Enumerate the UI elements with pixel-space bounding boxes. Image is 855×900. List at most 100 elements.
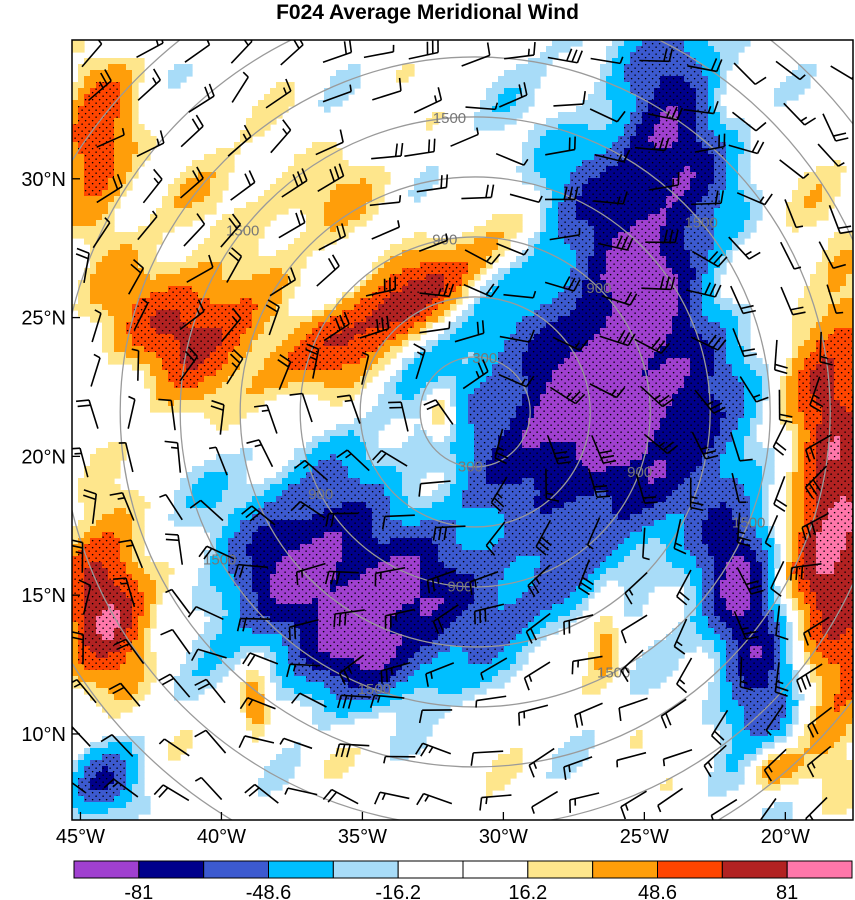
wind-barb bbox=[594, 149, 631, 163]
wind-barb bbox=[333, 609, 365, 628]
wind-barb bbox=[265, 78, 292, 109]
wind-barb bbox=[142, 168, 163, 204]
wind-barb bbox=[112, 577, 136, 608]
wind-barb bbox=[96, 127, 125, 148]
wind-barb bbox=[418, 233, 448, 253]
wind-barb bbox=[676, 657, 693, 694]
wind-barb bbox=[739, 656, 754, 691]
wind-barb bbox=[691, 190, 725, 206]
wind-barb bbox=[454, 320, 485, 343]
colorbar-swatch bbox=[657, 860, 723, 879]
wind-barb bbox=[113, 638, 145, 665]
wind-barb bbox=[413, 87, 443, 114]
range-ring bbox=[359, 296, 591, 528]
wind-barb bbox=[265, 299, 280, 336]
wind-barb bbox=[599, 330, 636, 347]
wind-barb bbox=[96, 173, 123, 204]
colorbar-label: -81 bbox=[124, 882, 153, 900]
wind-barb bbox=[549, 386, 586, 405]
wind-barb bbox=[295, 562, 326, 586]
wind-barb bbox=[280, 40, 304, 66]
wind-barb bbox=[732, 328, 757, 358]
wind-barb bbox=[809, 376, 824, 413]
wind-barb bbox=[230, 170, 256, 201]
wind-barb bbox=[770, 560, 785, 597]
wind-barb bbox=[380, 662, 411, 684]
wind-barb bbox=[220, 307, 242, 342]
wind-barb bbox=[826, 284, 844, 314]
wind-barb bbox=[775, 605, 789, 641]
range-ring bbox=[119, 56, 831, 768]
wind-barb bbox=[363, 44, 395, 59]
wind-barb bbox=[179, 299, 205, 331]
wind-barb bbox=[462, 359, 489, 390]
wind-barb bbox=[703, 744, 727, 778]
wind-barb bbox=[569, 792, 600, 813]
wind-barb bbox=[780, 286, 806, 316]
wind-barb bbox=[281, 168, 308, 198]
wind-barb bbox=[499, 82, 528, 108]
wind-barb bbox=[817, 143, 845, 167]
wind-barb bbox=[165, 533, 184, 565]
colorbar-label: 81 bbox=[776, 882, 798, 900]
wind-barb bbox=[779, 159, 810, 179]
wind-barb bbox=[100, 734, 134, 757]
wind-barb bbox=[690, 334, 727, 351]
wind-barb bbox=[635, 474, 658, 504]
wind-barb bbox=[728, 236, 761, 260]
wind-barbs bbox=[72, 40, 853, 820]
wind-barb bbox=[676, 569, 692, 606]
wind-barb bbox=[371, 220, 401, 240]
wind-barb bbox=[188, 83, 215, 113]
wind-barb bbox=[496, 242, 529, 256]
colorbar-swatch bbox=[73, 860, 140, 879]
wind-barb bbox=[804, 433, 833, 463]
y-tick-label: 25°N bbox=[21, 308, 66, 330]
range-ring-label: 900 bbox=[308, 486, 333, 503]
wind-barb bbox=[545, 136, 576, 156]
wind-barb bbox=[289, 392, 313, 423]
wind-barb bbox=[463, 283, 500, 298]
wind-barb bbox=[322, 84, 352, 103]
wind-barb bbox=[194, 678, 226, 704]
wind-barb bbox=[158, 398, 176, 431]
wind-barb bbox=[710, 798, 738, 820]
wind-barb bbox=[118, 441, 134, 473]
wind-barb bbox=[416, 792, 453, 806]
colorbar-swatch bbox=[332, 860, 399, 879]
wind-barb bbox=[315, 129, 344, 156]
wind-barb bbox=[694, 389, 726, 414]
wind-barb bbox=[789, 563, 822, 581]
wind-barb bbox=[75, 399, 99, 429]
x-tick-label: 20°W bbox=[761, 826, 810, 848]
wind-barb bbox=[490, 476, 508, 512]
wind-barb bbox=[426, 569, 457, 594]
wind-barb bbox=[72, 447, 89, 478]
wind-barb bbox=[198, 545, 235, 560]
wind-barb bbox=[736, 512, 751, 547]
wind-barb bbox=[153, 784, 190, 802]
wind-barb bbox=[634, 137, 670, 152]
wind-barb bbox=[279, 737, 313, 750]
wind-barb bbox=[683, 100, 719, 115]
wind-barb bbox=[728, 140, 765, 155]
wind-barb bbox=[774, 662, 789, 697]
colorbar-swatch bbox=[268, 860, 334, 879]
wind-barb bbox=[504, 42, 536, 60]
wind-barb bbox=[775, 60, 806, 81]
wind-barb bbox=[772, 419, 788, 456]
wind-barb bbox=[822, 113, 849, 142]
wind-barb bbox=[78, 579, 92, 615]
range-ring-label: 900 bbox=[627, 464, 652, 481]
wind-barb bbox=[323, 311, 350, 342]
map-title: F024 Average Meridional Wind bbox=[276, 1, 579, 24]
wind-barb bbox=[461, 42, 491, 67]
wind-barb bbox=[523, 661, 551, 691]
wind-barb bbox=[694, 133, 726, 153]
wind-barb bbox=[194, 729, 227, 754]
wind-barb bbox=[236, 617, 271, 632]
wind-barb bbox=[783, 102, 817, 126]
wind-barb bbox=[133, 298, 149, 331]
axes: 45°W 40°W 35°W 30°W 25°W 20°W 30°N 25°N 20°N 15°N… bbox=[21, 169, 810, 848]
